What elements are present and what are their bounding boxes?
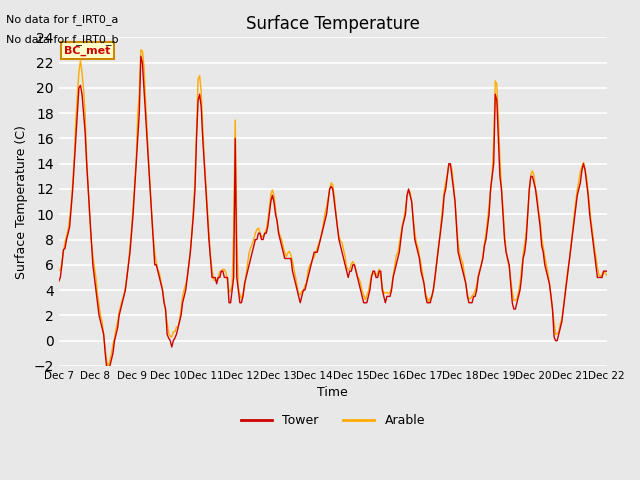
X-axis label: Time: Time	[317, 386, 348, 399]
Title: Surface Temperature: Surface Temperature	[246, 15, 420, 33]
Text: No data for f_IRT0_b: No data for f_IRT0_b	[6, 34, 119, 45]
Y-axis label: Surface Temperature (C): Surface Temperature (C)	[15, 125, 28, 278]
Text: No data for f_IRT0_a: No data for f_IRT0_a	[6, 14, 119, 25]
Legend: Tower, Arable: Tower, Arable	[236, 409, 430, 432]
Text: BC_met: BC_met	[64, 46, 111, 56]
